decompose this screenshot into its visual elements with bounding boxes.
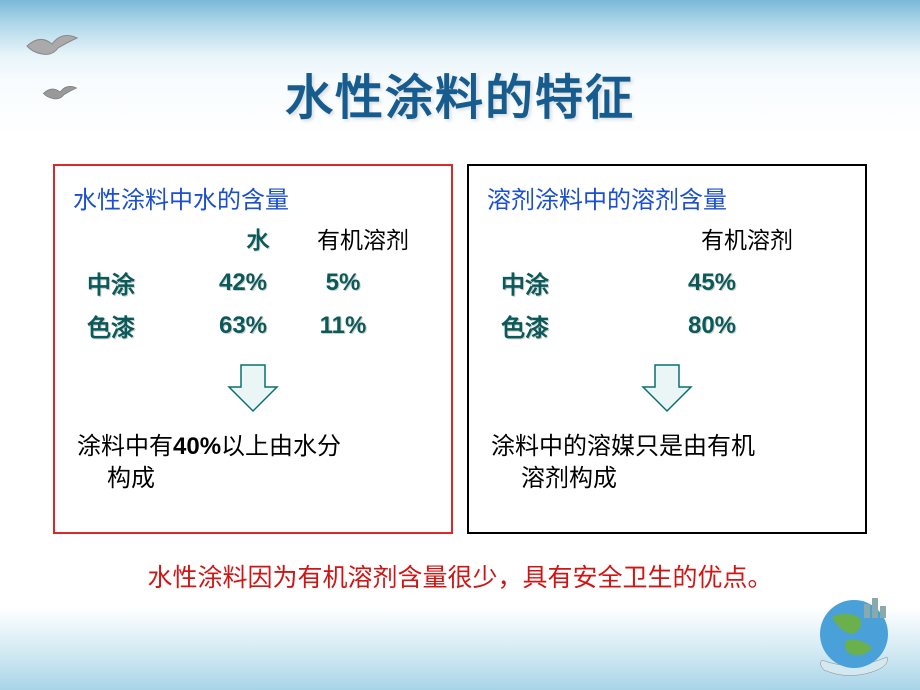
- right-heading: 溶剂涂料中的溶剂含量: [487, 180, 847, 215]
- text: 涂料中有: [77, 433, 173, 460]
- row-value: 11%: [293, 312, 393, 340]
- text: 构成: [77, 463, 433, 495]
- row-label: 中涂: [487, 265, 647, 300]
- solvent-paint-panel: 溶剂涂料中的溶剂含量 有机溶剂 中涂 45% 色漆 80% 涂料中的溶媒只是由有…: [467, 164, 867, 534]
- row-value: 42%: [193, 269, 293, 297]
- row-label: 色漆: [487, 308, 647, 343]
- table-row: 色漆 63% 11%: [73, 308, 433, 343]
- text-bold: 40%: [173, 433, 221, 460]
- bird-icon: [22, 26, 82, 71]
- table-row: 中涂 45%: [487, 265, 847, 300]
- globe-deco-icon: [792, 582, 912, 682]
- row-value: 63%: [193, 312, 293, 340]
- left-col-headers: 水 有机溶剂: [73, 221, 433, 255]
- text: 涂料中的溶媒只是由有机: [491, 433, 755, 460]
- row-label: 色漆: [73, 308, 193, 343]
- right-col-headers: 有机溶剂: [487, 221, 847, 255]
- text: 以上由水分: [221, 433, 341, 460]
- table-row: 色漆 80%: [487, 308, 847, 343]
- arrow-down-icon: [487, 363, 847, 413]
- col-solvent-label: 有机溶剂: [677, 221, 817, 255]
- row-label: 中涂: [73, 265, 193, 300]
- left-conclusion: 涂料中有40%以上由水分 构成: [73, 431, 433, 496]
- comparison-panels: 水性涂料中水的含量 水 有机溶剂 中涂 42% 5% 色漆 63% 11% 涂料…: [0, 164, 920, 534]
- bird-icon: [40, 80, 80, 110]
- col-solvent-label: 有机溶剂: [303, 221, 423, 255]
- row-value: 45%: [647, 269, 777, 297]
- left-heading: 水性涂料中水的含量: [73, 180, 433, 215]
- arrow-down-icon: [73, 363, 433, 413]
- footer-summary: 水性涂料因为有机溶剂含量很少，具有安全卫生的优点。: [0, 558, 920, 594]
- water-paint-panel: 水性涂料中水的含量 水 有机溶剂 中涂 42% 5% 色漆 63% 11% 涂料…: [53, 164, 453, 534]
- slide-title: 水性涂料的特征: [0, 0, 920, 128]
- row-value: 5%: [293, 269, 393, 297]
- text: 溶剂构成: [491, 463, 847, 495]
- right-conclusion: 涂料中的溶媒只是由有机 溶剂构成: [487, 431, 847, 496]
- row-value: 80%: [647, 312, 777, 340]
- table-row: 中涂 42% 5%: [73, 265, 433, 300]
- col-water-label: 水: [213, 221, 303, 255]
